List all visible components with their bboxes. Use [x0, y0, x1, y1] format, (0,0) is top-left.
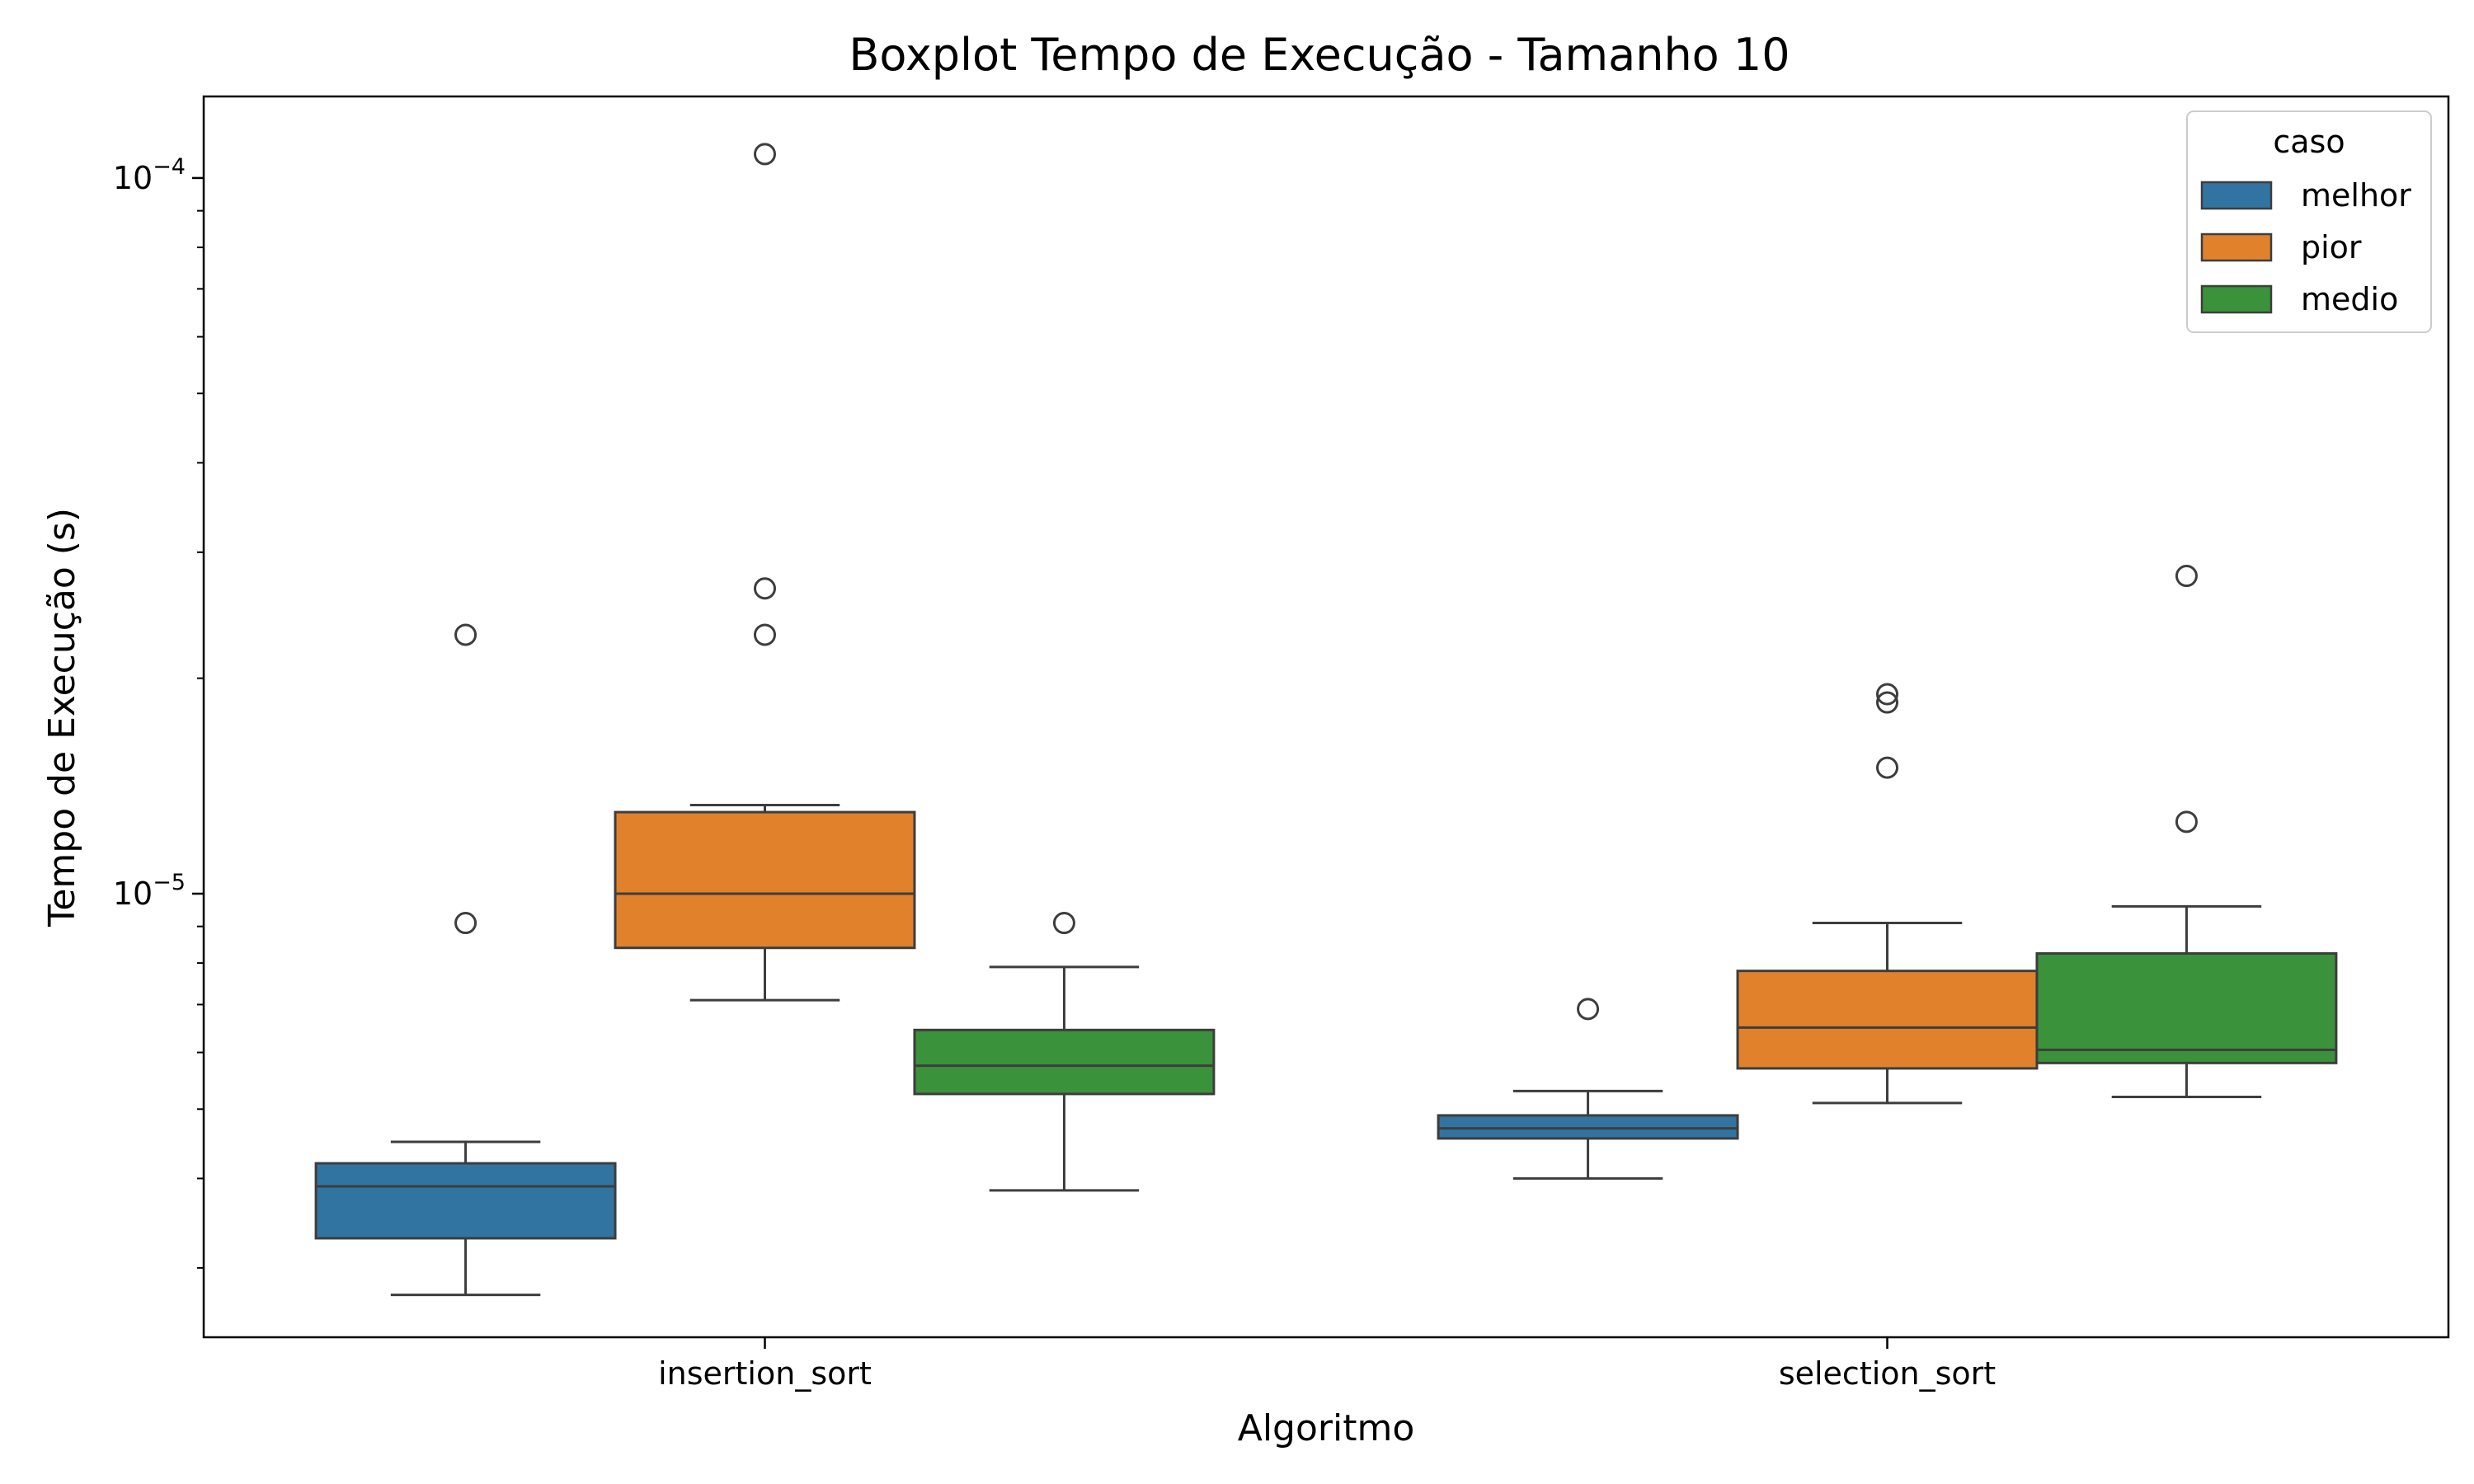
outlier-point	[454, 912, 477, 935]
x-axis: insertion_sort selection_sort	[658, 1337, 1996, 1392]
y-tick-label: 10−4	[113, 154, 186, 196]
x-tick-label: insertion_sort	[658, 1355, 872, 1392]
x-tick-label: selection_sort	[1779, 1355, 1996, 1392]
y-axis-label: Tempo de Execução (s)	[41, 508, 83, 928]
box-iqr	[614, 810, 916, 950]
chart-title: Boxplot Tempo de Execução - Tamanho 10	[849, 29, 1790, 81]
legend-label-pior: pior	[2301, 229, 2362, 265]
outlier-point	[754, 623, 776, 646]
box-iqr	[913, 1028, 1216, 1096]
y-axis: 10−4 10−5	[113, 154, 204, 1269]
legend: caso melhor pior medio	[2186, 110, 2432, 333]
box-iqr	[1736, 970, 2039, 1070]
legend-label-medio: medio	[2301, 281, 2398, 317]
legend-frame	[2186, 110, 2432, 333]
legend-swatch-pior	[2200, 232, 2273, 262]
legend-label-melhor: melhor	[2301, 177, 2411, 214]
outlier-point	[1876, 691, 1898, 714]
x-axis-label: Algoritmo	[1238, 1407, 1415, 1449]
axes-frame	[202, 95, 2450, 1339]
legend-swatch-medio	[2200, 284, 2273, 314]
outlier-point	[1876, 756, 1898, 779]
legend-swatch-melhor	[2200, 181, 2273, 210]
box-melhor-selection_sort	[1437, 998, 1739, 1180]
box-iqr	[2035, 952, 2338, 1064]
box-pior-selection_sort	[1736, 683, 2039, 1105]
plot-area	[314, 143, 2338, 1297]
outlier-point	[754, 577, 776, 600]
outlier-point	[754, 143, 776, 166]
outlier-point	[1052, 912, 1075, 935]
box-medio-selection_sort	[2035, 565, 2338, 1099]
outlier-point	[1577, 998, 1600, 1021]
box-medio-insertion_sort	[913, 912, 1216, 1192]
outlier-point	[454, 623, 477, 646]
outlier-point	[2175, 810, 2198, 834]
box-iqr	[1437, 1114, 1739, 1140]
box-melhor-insertion_sort	[314, 623, 617, 1297]
box-iqr	[314, 1162, 617, 1240]
outlier-point	[2175, 565, 2198, 588]
y-tick-label: 10−5	[113, 870, 186, 912]
box-pior-insertion_sort	[614, 143, 916, 1002]
legend-title: caso	[2273, 124, 2345, 160]
outlier-point	[1876, 683, 1898, 706]
